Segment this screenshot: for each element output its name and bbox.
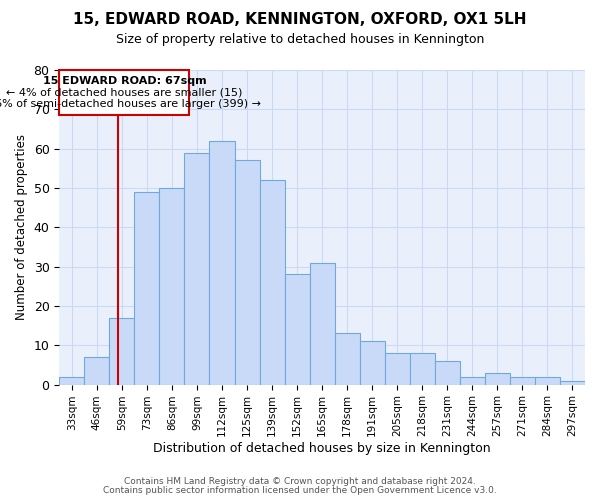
Bar xyxy=(460,376,485,384)
Bar xyxy=(535,376,560,384)
FancyBboxPatch shape xyxy=(59,70,190,115)
Text: Contains public sector information licensed under the Open Government Licence v3: Contains public sector information licen… xyxy=(103,486,497,495)
Bar xyxy=(310,262,335,384)
Bar xyxy=(59,376,85,384)
Y-axis label: Number of detached properties: Number of detached properties xyxy=(15,134,28,320)
Bar xyxy=(134,192,160,384)
Text: Size of property relative to detached houses in Kennington: Size of property relative to detached ho… xyxy=(116,32,484,46)
Text: 15, EDWARD ROAD, KENNINGTON, OXFORD, OX1 5LH: 15, EDWARD ROAD, KENNINGTON, OXFORD, OX1… xyxy=(73,12,527,28)
Bar xyxy=(410,353,435,384)
Bar xyxy=(359,342,385,384)
Bar xyxy=(560,380,585,384)
Bar xyxy=(510,376,535,384)
Bar xyxy=(284,274,310,384)
Bar xyxy=(485,373,510,384)
Bar xyxy=(260,180,284,384)
Bar xyxy=(184,152,209,384)
Bar xyxy=(335,334,359,384)
Bar xyxy=(385,353,410,384)
Bar xyxy=(209,141,235,384)
Text: 96% of semi-detached houses are larger (399) →: 96% of semi-detached houses are larger (… xyxy=(0,100,261,110)
X-axis label: Distribution of detached houses by size in Kennington: Distribution of detached houses by size … xyxy=(154,442,491,455)
Bar xyxy=(235,160,260,384)
Text: 15 EDWARD ROAD: 67sqm: 15 EDWARD ROAD: 67sqm xyxy=(43,76,206,86)
Bar xyxy=(435,361,460,384)
Text: ← 4% of detached houses are smaller (15): ← 4% of detached houses are smaller (15) xyxy=(6,88,242,98)
Bar xyxy=(109,318,134,384)
Text: Contains HM Land Registry data © Crown copyright and database right 2024.: Contains HM Land Registry data © Crown c… xyxy=(124,477,476,486)
Bar xyxy=(160,188,184,384)
Bar xyxy=(85,357,109,384)
